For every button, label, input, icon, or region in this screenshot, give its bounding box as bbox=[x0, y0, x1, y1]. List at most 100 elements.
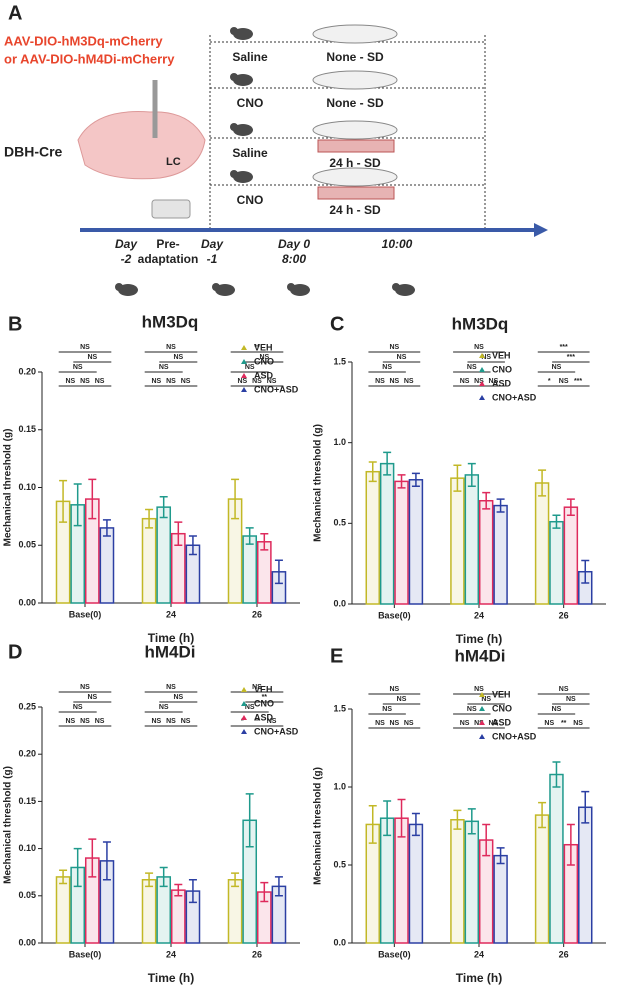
significance-label: NS bbox=[267, 378, 277, 385]
y-tick-label: 0.05 bbox=[18, 890, 36, 900]
significance-label: NS bbox=[474, 378, 484, 385]
significance-label: NS bbox=[460, 720, 470, 727]
significance-label: NS bbox=[152, 378, 162, 385]
significance-label: NS bbox=[245, 704, 255, 711]
error-bar bbox=[73, 483, 82, 527]
error-bar bbox=[566, 823, 575, 866]
bar bbox=[141, 879, 157, 944]
timeline-label: 10:00 bbox=[382, 237, 413, 251]
legend-marker bbox=[479, 692, 485, 697]
panel-label: C bbox=[330, 313, 344, 335]
significance-label: NS bbox=[481, 696, 491, 703]
y-tick-label: 0.25 bbox=[18, 701, 36, 711]
significance-label: *** bbox=[560, 344, 568, 351]
significance-label: NS bbox=[166, 378, 176, 385]
significance-label: * bbox=[241, 718, 244, 725]
timeline-label: -2 bbox=[121, 252, 132, 266]
y-tick-label: 0.15 bbox=[18, 796, 36, 806]
mouse-line: DBH-Cre bbox=[4, 144, 63, 160]
significance-label: NS bbox=[460, 378, 470, 385]
error-bar bbox=[159, 495, 168, 519]
chart-title: hM4Di bbox=[145, 642, 196, 661]
x-tick-label: 24 bbox=[474, 610, 484, 620]
x-tick-label: 24 bbox=[166, 609, 176, 619]
bar bbox=[450, 477, 465, 605]
significance-label: NS bbox=[66, 378, 76, 385]
y-tick-label: 0.20 bbox=[18, 366, 36, 376]
significance-label: NS bbox=[566, 696, 576, 703]
significance-label: NS bbox=[389, 344, 399, 351]
error-bar bbox=[581, 559, 590, 584]
significance-label: NS bbox=[80, 378, 90, 385]
error-bar bbox=[260, 881, 269, 903]
error-bar bbox=[174, 521, 183, 546]
error-bar bbox=[145, 872, 154, 888]
x-tick-label: Base(0) bbox=[69, 949, 102, 959]
x-tick-label: 26 bbox=[559, 949, 569, 959]
y-tick-label: 0.5 bbox=[333, 518, 346, 528]
significance-label: NS bbox=[252, 378, 262, 385]
error-bar bbox=[102, 519, 111, 537]
bar bbox=[478, 499, 494, 605]
error-bar bbox=[260, 532, 269, 551]
bar bbox=[227, 879, 243, 944]
y-tick-label: 1.0 bbox=[333, 437, 346, 447]
significance-label: *** bbox=[567, 354, 575, 361]
legend-marker bbox=[479, 381, 485, 386]
significance-label: NS bbox=[474, 344, 484, 351]
error-bar bbox=[467, 462, 476, 487]
significance-label: NS bbox=[166, 344, 176, 351]
legend-marker bbox=[479, 395, 485, 400]
legend-label: ASD bbox=[254, 712, 274, 722]
legend-marker bbox=[241, 345, 247, 350]
x-axis-label: Time (h) bbox=[148, 971, 194, 985]
treatment-label: Saline bbox=[232, 50, 268, 64]
timeline-label: 8:00 bbox=[282, 252, 306, 266]
significance-label: NS bbox=[87, 694, 97, 701]
x-axis-label: Time (h) bbox=[456, 632, 502, 646]
treatment-label: CNO bbox=[237, 193, 264, 207]
y-tick-label: 0.15 bbox=[18, 424, 36, 434]
bar bbox=[549, 773, 564, 944]
significance-label: NS bbox=[152, 718, 162, 725]
legend-label: ASD bbox=[254, 370, 274, 380]
significance-label: NS bbox=[259, 354, 269, 361]
x-tick-label: 24 bbox=[474, 949, 484, 959]
error-bar bbox=[231, 872, 240, 888]
error-bar bbox=[538, 801, 547, 829]
virus-text: or AAV-DIO-hM4Di-mCherry bbox=[4, 51, 175, 66]
bar bbox=[55, 876, 71, 944]
error-bar bbox=[102, 841, 111, 881]
legend-label: VEH bbox=[492, 350, 511, 360]
virus-text: AAV-DIO-hM3Dq-mCherry bbox=[4, 33, 163, 48]
error-bar bbox=[368, 804, 377, 844]
treatment-label: Saline bbox=[232, 146, 268, 160]
y-tick-label: 0.05 bbox=[18, 540, 36, 550]
significance-label: NS bbox=[397, 354, 407, 361]
error-bar bbox=[174, 883, 183, 897]
y-axis-label: Mechanical threshold (g) bbox=[3, 429, 14, 547]
error-bar bbox=[538, 469, 547, 497]
legend-label: VEH bbox=[492, 689, 511, 699]
significance-label: NS bbox=[66, 718, 76, 725]
error-bar bbox=[274, 876, 283, 897]
bar bbox=[379, 817, 395, 944]
bar bbox=[408, 823, 424, 944]
significance-label: NS bbox=[95, 718, 105, 725]
error-bar bbox=[145, 508, 154, 529]
error-bar bbox=[245, 793, 254, 848]
y-tick-label: 0.10 bbox=[18, 482, 36, 492]
significance-label: NS bbox=[474, 720, 484, 727]
condition-label: 24 h - SD bbox=[329, 203, 381, 217]
significance-label: *** bbox=[574, 378, 582, 385]
legend-marker bbox=[241, 687, 247, 692]
error-bar bbox=[188, 879, 197, 904]
legend-marker bbox=[479, 734, 485, 739]
legend-label: VEH bbox=[254, 342, 273, 352]
significance-label: NS bbox=[95, 378, 105, 385]
bar bbox=[242, 535, 258, 604]
significance-label: ** bbox=[254, 344, 260, 351]
error-bar bbox=[59, 869, 68, 885]
